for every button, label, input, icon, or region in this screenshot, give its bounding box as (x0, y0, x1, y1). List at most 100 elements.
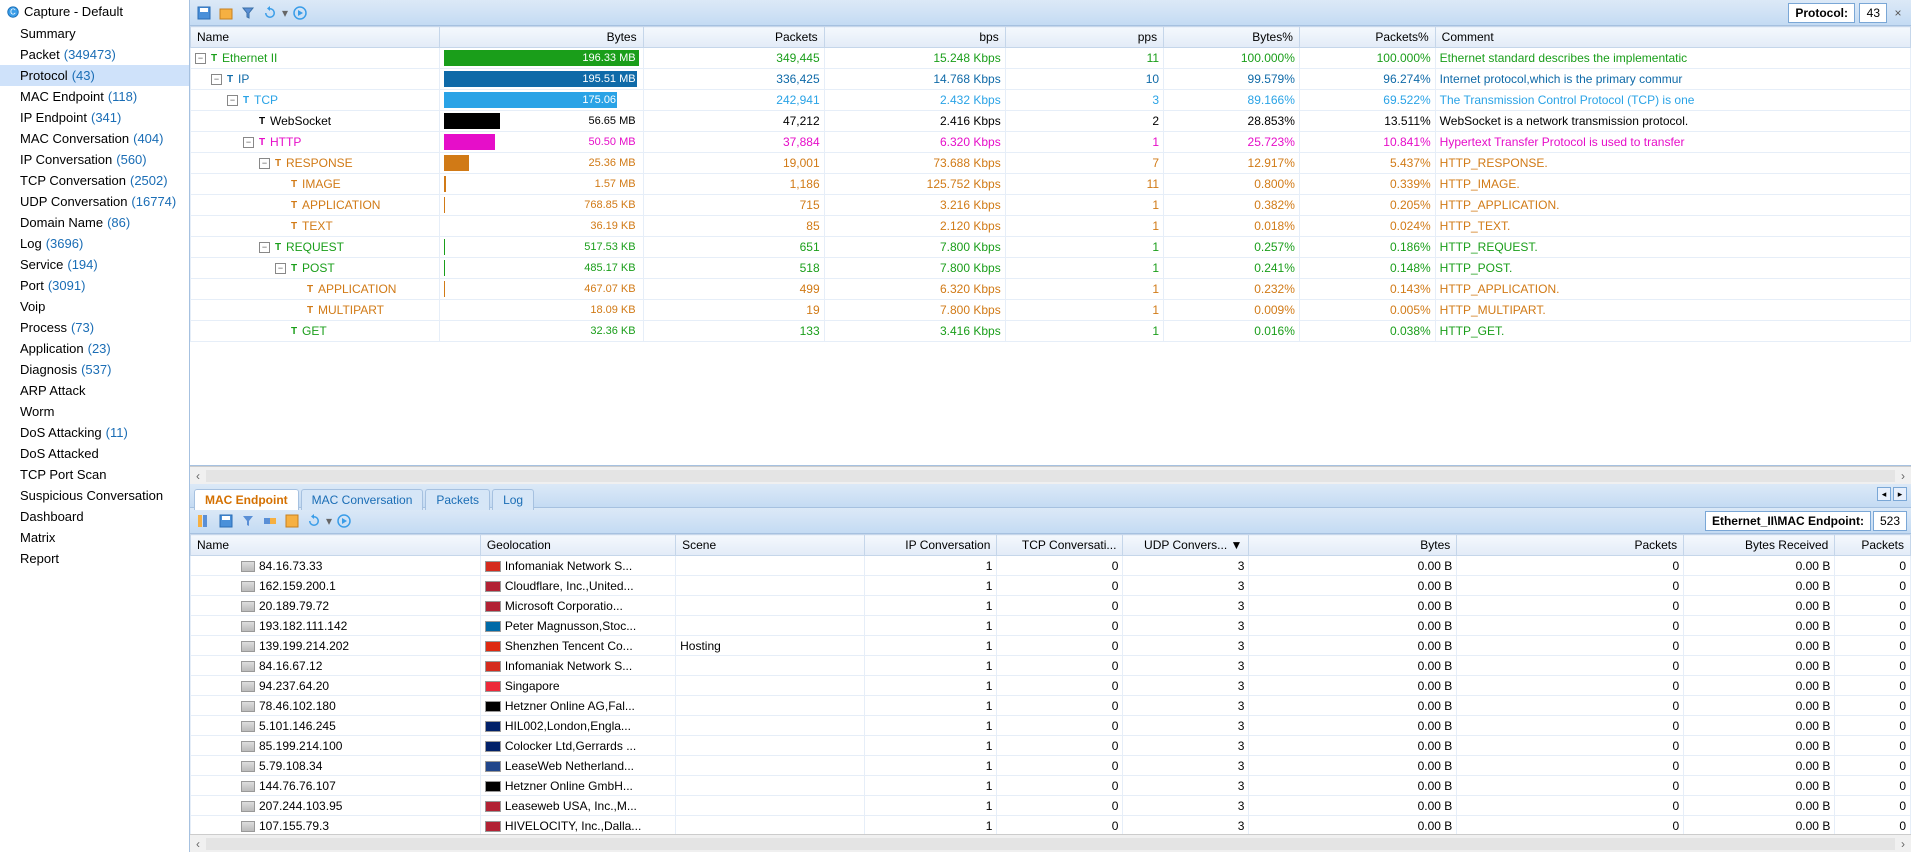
sidebar-item-dashboard[interactable]: Dashboard (0, 506, 189, 527)
sidebar-item-packet[interactable]: Packet (349473) (0, 44, 189, 65)
columns-icon[interactable] (194, 511, 214, 531)
tab-next-icon[interactable]: ▸ (1893, 487, 1907, 501)
tree-toggle-icon[interactable]: − (195, 53, 206, 64)
sidebar-item-tcp-conversation[interactable]: TCP Conversation (2502) (0, 170, 189, 191)
ep-header-6[interactable]: Bytes (1249, 535, 1457, 556)
tab-packets[interactable]: Packets (425, 489, 490, 510)
proto-header-bytes[interactable]: Bytes (439, 27, 643, 48)
ep-row[interactable]: 144.76.76.107Hetzner Online GmbH...1030.… (191, 776, 1911, 796)
close-icon[interactable]: × (1889, 6, 1907, 20)
proto-header-bytes%[interactable]: Bytes% (1164, 27, 1300, 48)
ep-row[interactable]: 78.46.102.180Hetzner Online AG,Fal...103… (191, 696, 1911, 716)
proto-row[interactable]: −TPOST485.17 KB5187.800 Kbps10.241%0.148… (191, 258, 1911, 279)
tab-log[interactable]: Log (492, 489, 534, 510)
sidebar-item-summary[interactable]: Summary (0, 23, 189, 44)
tree-toggle-icon[interactable]: − (259, 158, 270, 169)
save2-icon[interactable] (216, 511, 236, 531)
sidebar-item-port[interactable]: Port (3091) (0, 275, 189, 296)
sidebar-item-application[interactable]: Application (23) (0, 338, 189, 359)
sidebar-item-process[interactable]: Process (73) (0, 317, 189, 338)
tab-mac-endpoint[interactable]: MAC Endpoint (194, 489, 299, 510)
proto-row[interactable]: TGET32.36 KB1333.416 Kbps10.016%0.038%HT… (191, 321, 1911, 342)
ep-header-9[interactable]: Packets (1835, 535, 1911, 556)
endpoint-hscroll[interactable]: ‹ › (190, 834, 1911, 852)
ep-row[interactable]: 85.199.214.100Colocker Ltd,Gerrards ...1… (191, 736, 1911, 756)
proto-row[interactable]: −TEthernet II196.33 MB349,44515.248 Kbps… (191, 48, 1911, 69)
tab-mac-conversation[interactable]: MAC Conversation (301, 489, 424, 510)
proto-header-bps[interactable]: bps (824, 27, 1005, 48)
sidebar-item-matrix[interactable]: Matrix (0, 527, 189, 548)
ep-row[interactable]: 84.16.67.12Infomaniak Network S...1030.0… (191, 656, 1911, 676)
sidebar-item-protocol[interactable]: Protocol (43) (0, 65, 189, 86)
scroll-right2-icon[interactable]: › (1895, 837, 1911, 851)
ep-row[interactable]: 5.79.108.34LeaseWeb Netherland...1030.00… (191, 756, 1911, 776)
ep-header-1[interactable]: Geolocation (480, 535, 675, 556)
proto-row[interactable]: TIMAGE1.57 MB1,186125.752 Kbps110.800%0.… (191, 174, 1911, 195)
play-icon[interactable] (290, 3, 310, 23)
sidebar-item-suspicious-conversation[interactable]: Suspicious Conversation (0, 485, 189, 506)
sidebar-item-service[interactable]: Service (194) (0, 254, 189, 275)
sidebar-item-domain-name[interactable]: Domain Name (86) (0, 212, 189, 233)
tree-toggle-icon[interactable]: − (227, 95, 238, 106)
ep-header-0[interactable]: Name (191, 535, 481, 556)
refresh2-icon[interactable] (304, 511, 324, 531)
proto-row[interactable]: −TRESPONSE25.36 MB19,00173.688 Kbps712.9… (191, 153, 1911, 174)
tab-prev-icon[interactable]: ◂ (1877, 487, 1891, 501)
scroll-track[interactable] (206, 470, 1895, 482)
tree-toggle-icon[interactable]: − (243, 137, 254, 148)
sidebar-item-udp-conversation[interactable]: UDP Conversation (16774) (0, 191, 189, 212)
ep-header-8[interactable]: Bytes Received (1684, 535, 1835, 556)
sidebar-item-worm[interactable]: Worm (0, 401, 189, 422)
ep-row[interactable]: 207.244.103.95Leaseweb USA, Inc.,M...103… (191, 796, 1911, 816)
ep-header-3[interactable]: IP Conversation (865, 535, 997, 556)
ep-header-2[interactable]: Scene (676, 535, 865, 556)
refresh-icon[interactable] (260, 3, 280, 23)
group-icon[interactable] (282, 511, 302, 531)
link-icon[interactable] (260, 511, 280, 531)
sidebar-item-ip-conversation[interactable]: IP Conversation (560) (0, 149, 189, 170)
tree-toggle-icon[interactable]: − (211, 74, 222, 85)
ep-row[interactable]: 5.101.146.245HIL002,London,Engla...1030.… (191, 716, 1911, 736)
ep-header-7[interactable]: Packets (1457, 535, 1684, 556)
scroll-left-icon[interactable]: ‹ (190, 469, 206, 483)
proto-header-packets[interactable]: Packets (643, 27, 824, 48)
sidebar-item-tcp-port-scan[interactable]: TCP Port Scan (0, 464, 189, 485)
sidebar-item-mac-endpoint[interactable]: MAC Endpoint (118) (0, 86, 189, 107)
ep-row[interactable]: 84.16.73.33Infomaniak Network S...1030.0… (191, 556, 1911, 576)
sidebar-item-diagnosis[interactable]: Diagnosis (537) (0, 359, 189, 380)
sidebar-item-mac-conversation[interactable]: MAC Conversation (404) (0, 128, 189, 149)
export-icon[interactable] (216, 3, 236, 23)
filter-icon[interactable] (238, 3, 258, 23)
save-icon[interactable] (194, 3, 214, 23)
tree-toggle-icon[interactable]: − (275, 263, 286, 274)
proto-row[interactable]: TAPPLICATION768.85 KB7153.216 Kbps10.382… (191, 195, 1911, 216)
ep-header-5[interactable]: UDP Convers... ▼ (1123, 535, 1249, 556)
sidebar-item-dos-attacked[interactable]: DoS Attacked (0, 443, 189, 464)
sidebar-item-dos-attacking[interactable]: DoS Attacking (11) (0, 422, 189, 443)
sidebar-item-voip[interactable]: Voip (0, 296, 189, 317)
proto-row[interactable]: −THTTP50.50 MB37,8846.320 Kbps125.723%10… (191, 132, 1911, 153)
filter2-icon[interactable] (238, 511, 258, 531)
proto-row[interactable]: TWebSocket56.65 MB47,2122.416 Kbps228.85… (191, 111, 1911, 132)
proto-row[interactable]: −TTCP175.06 MB242,9412.432 Kbps389.166%6… (191, 90, 1911, 111)
tree-toggle-icon[interactable]: − (259, 242, 270, 253)
sidebar-item-arp-attack[interactable]: ARP Attack (0, 380, 189, 401)
protocol-hscroll[interactable]: ‹ › (190, 466, 1911, 484)
ep-row[interactable]: 20.189.79.72Microsoft Corporatio...1030.… (191, 596, 1911, 616)
proto-header-packets%[interactable]: Packets% (1299, 27, 1435, 48)
scroll-track2[interactable] (206, 838, 1895, 850)
sidebar-item-report[interactable]: Report (0, 548, 189, 569)
sidebar-item-ip-endpoint[interactable]: IP Endpoint (341) (0, 107, 189, 128)
proto-header-comment[interactable]: Comment (1435, 27, 1910, 48)
scroll-right-icon[interactable]: › (1895, 469, 1911, 483)
proto-header-pps[interactable]: pps (1005, 27, 1163, 48)
ep-row[interactable]: 94.237.64.20Singapore1030.00 B00.00 B0 (191, 676, 1911, 696)
ep-header-4[interactable]: TCP Conversati... (997, 535, 1123, 556)
ep-row[interactable]: 107.155.79.3HIVELOCITY, Inc.,Dalla...103… (191, 816, 1911, 835)
ep-row[interactable]: 162.159.200.1Cloudflare, Inc.,United...1… (191, 576, 1911, 596)
proto-row[interactable]: TTEXT36.19 KB852.120 Kbps10.018%0.024%HT… (191, 216, 1911, 237)
play2-icon[interactable] (334, 511, 354, 531)
proto-row[interactable]: −TREQUEST517.53 KB6517.800 Kbps10.257%0.… (191, 237, 1911, 258)
proto-row[interactable]: TMULTIPART18.09 KB197.800 Kbps10.009%0.0… (191, 300, 1911, 321)
proto-row[interactable]: −TIP195.51 MB336,42514.768 Kbps1099.579%… (191, 69, 1911, 90)
